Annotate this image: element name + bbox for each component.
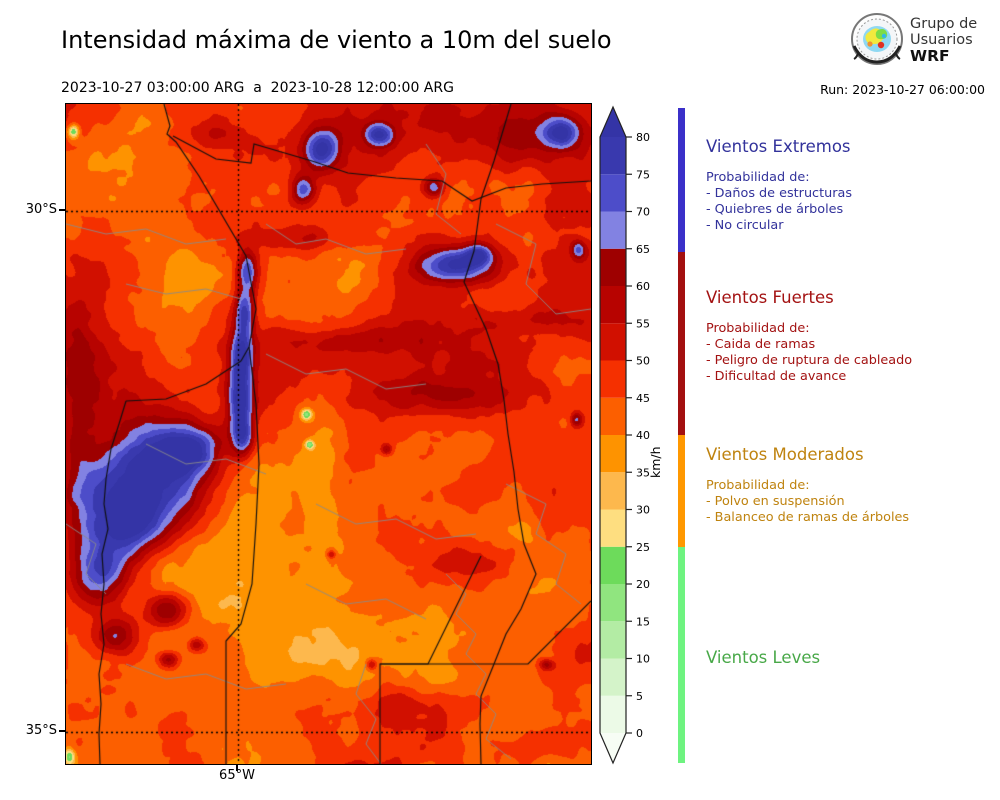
- colorbar-tick-label: 60: [636, 280, 650, 293]
- colorbar-tick-label: 75: [636, 168, 650, 181]
- legend-section-moderados: Vientos Moderados Probabilidad de: - Pol…: [706, 445, 994, 526]
- legend-bar-leves: [678, 547, 685, 763]
- legend-item: - Daños de estructuras: [706, 186, 852, 201]
- legend-item: - Balanceo de ramas de árboles: [706, 510, 910, 525]
- colorbar-svg: 0 5 10 15 20 25 30 35 40 45 50 55 60 65 70 75 80: [599, 105, 650, 765]
- map-frame: [65, 103, 592, 765]
- colorbar-tick-label: 30: [636, 504, 650, 517]
- colorbar-tick-label: 15: [636, 615, 650, 628]
- lat-label-35s: 35°S: [25, 723, 57, 738]
- wrf-group-logo: Grupo de Usuarios WRF: [851, 13, 977, 65]
- legend-item: - No circular: [706, 218, 784, 233]
- colorbar-tick-label: 55: [636, 317, 650, 330]
- legend-item: - Caida de ramas: [706, 337, 816, 352]
- legend-intro: Probabilidad de:: [706, 321, 810, 336]
- logo-line2: Usuarios: [910, 32, 973, 48]
- colorbar-tick-label: 65: [636, 243, 650, 256]
- globe-icon: [851, 13, 903, 65]
- colorbar-tick-label: 50: [636, 355, 650, 368]
- colorbar-tick-label: 40: [636, 429, 650, 442]
- legend-item: - Peligro de ruptura de cableado: [706, 353, 913, 368]
- colorbar-tick-label: 20: [636, 578, 650, 591]
- axis-tick: [236, 765, 238, 771]
- lon-label-65w: 65°W: [219, 768, 255, 783]
- legend-title-moderados: Vientos Moderados: [706, 445, 864, 464]
- legend-item: - Quiebres de árboles: [706, 202, 844, 217]
- wind-field-canvas: [66, 104, 591, 764]
- legend-item: - Dificultad de avance: [706, 369, 847, 384]
- legend-bar-moderados: [678, 435, 685, 547]
- colorbar-tick-label: 35: [636, 466, 650, 479]
- page-title: Intensidad máxima de viento a 10m del su…: [61, 26, 612, 54]
- legend-title-fuertes: Vientos Fuertes: [706, 288, 834, 307]
- legend-intro: Probabilidad de:: [706, 478, 810, 493]
- legend-intro: Probabilidad de:: [706, 170, 810, 185]
- colorbar-unit-label: km/h: [648, 446, 663, 478]
- logo-line3: WRF: [910, 47, 950, 65]
- colorbar-tick-label: 80: [636, 131, 650, 144]
- model-run-text: Run: 2023-10-27 06:00:00: [820, 82, 985, 97]
- colorbar-tick-label: 10: [636, 653, 650, 666]
- legend-section-leves: Vientos Leves: [706, 648, 994, 667]
- colorbar-tick-label: 45: [636, 392, 650, 405]
- axis-tick: [59, 209, 65, 211]
- legend-item: - Polvo en suspensión: [706, 494, 845, 509]
- colorbar-tick-label: 0: [636, 727, 643, 740]
- colorbar-tick-label: 25: [636, 541, 650, 554]
- logo-line1: Grupo de: [910, 16, 977, 32]
- legend-title-extremos: Vientos Extremos: [706, 137, 851, 156]
- axis-tick: [59, 730, 65, 732]
- colorbar-tick-label: 70: [636, 206, 650, 219]
- valid-period-text: 2023-10-27 03:00:00 ARG a 2023-10-28 12:…: [61, 80, 454, 96]
- legend-section-extremos: Vientos Extremos Probabilidad de: - Daño…: [706, 137, 994, 234]
- colorbar-tick-label: 5: [636, 690, 643, 703]
- lat-label-30s: 30°S: [25, 202, 57, 217]
- legend-title-leves: Vientos Leves: [706, 648, 821, 667]
- legend-bar-fuertes: [678, 252, 685, 435]
- legend-bar-extremos: [678, 108, 685, 252]
- legend-section-fuertes: Vientos Fuertes Probabilidad de: - Caida…: [706, 288, 994, 385]
